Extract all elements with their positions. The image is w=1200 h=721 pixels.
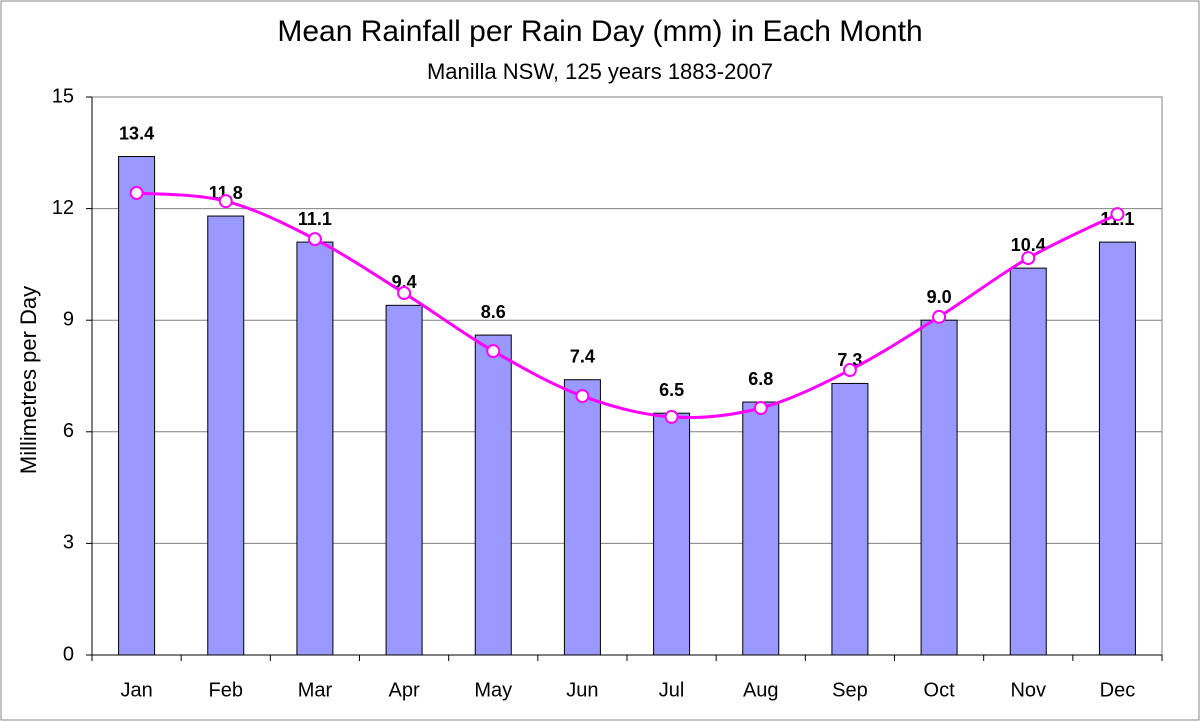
bar xyxy=(207,215,245,656)
x-tick-label: May xyxy=(474,679,512,701)
data-label: 6.8 xyxy=(748,369,773,389)
line-marker xyxy=(218,194,233,209)
chart-title: Mean Rainfall per Rain Day (mm) in Each … xyxy=(277,15,922,48)
line-marker xyxy=(842,363,857,378)
plot-area xyxy=(91,96,1163,656)
y-axis-label: Millimetres per Day xyxy=(16,286,41,474)
bar xyxy=(742,401,780,656)
y-tick-label: 15 xyxy=(52,85,74,107)
data-label: 10.4 xyxy=(1011,235,1046,255)
line-marker xyxy=(307,232,322,247)
y-tick-label: 9 xyxy=(63,308,74,330)
line-marker xyxy=(932,309,947,324)
bar xyxy=(653,412,691,656)
y-tick-label: 3 xyxy=(63,532,74,554)
bar xyxy=(831,382,869,656)
line-marker xyxy=(397,286,412,301)
line-marker xyxy=(753,400,768,415)
data-label: 11.1 xyxy=(298,209,332,229)
x-tick-label: Apr xyxy=(389,679,420,701)
x-tick-label: Jun xyxy=(566,679,598,701)
bar xyxy=(1098,241,1136,656)
bar xyxy=(474,334,512,656)
data-label: 8.6 xyxy=(481,302,506,322)
y-tick-label: 12 xyxy=(52,197,74,219)
line-marker xyxy=(486,344,501,359)
x-tick-label: Mar xyxy=(298,679,333,701)
x-tick-label: Jan xyxy=(120,679,152,701)
data-label: 9.0 xyxy=(927,287,952,307)
x-tick-label: Dec xyxy=(1100,679,1136,701)
y-tick-label: 0 xyxy=(63,643,74,665)
data-label: 6.5 xyxy=(659,380,684,400)
line-marker xyxy=(1110,207,1125,222)
line-marker xyxy=(575,389,590,404)
line-marker xyxy=(1021,251,1036,266)
x-tick-label: Sep xyxy=(832,679,868,701)
x-tick-label: Aug xyxy=(743,679,779,701)
data-label: 7.4 xyxy=(570,346,595,366)
bar xyxy=(920,319,958,656)
y-tick-label: 6 xyxy=(63,420,74,442)
data-label: 9.4 xyxy=(392,272,417,292)
bar xyxy=(296,241,334,656)
bar xyxy=(563,379,601,656)
x-tick-label: Oct xyxy=(924,679,956,701)
bar xyxy=(385,304,423,656)
bar xyxy=(118,156,156,656)
x-tick-label: Feb xyxy=(209,679,243,701)
x-tick-label: Jul xyxy=(659,679,685,701)
x-tick-label: Nov xyxy=(1010,679,1046,701)
line-marker xyxy=(129,185,144,200)
line-marker xyxy=(664,409,679,424)
data-label: 13.4 xyxy=(119,123,154,143)
chart-subtitle: Manilla NSW, 125 years 1883-2007 xyxy=(427,59,773,84)
bar xyxy=(1009,267,1047,656)
